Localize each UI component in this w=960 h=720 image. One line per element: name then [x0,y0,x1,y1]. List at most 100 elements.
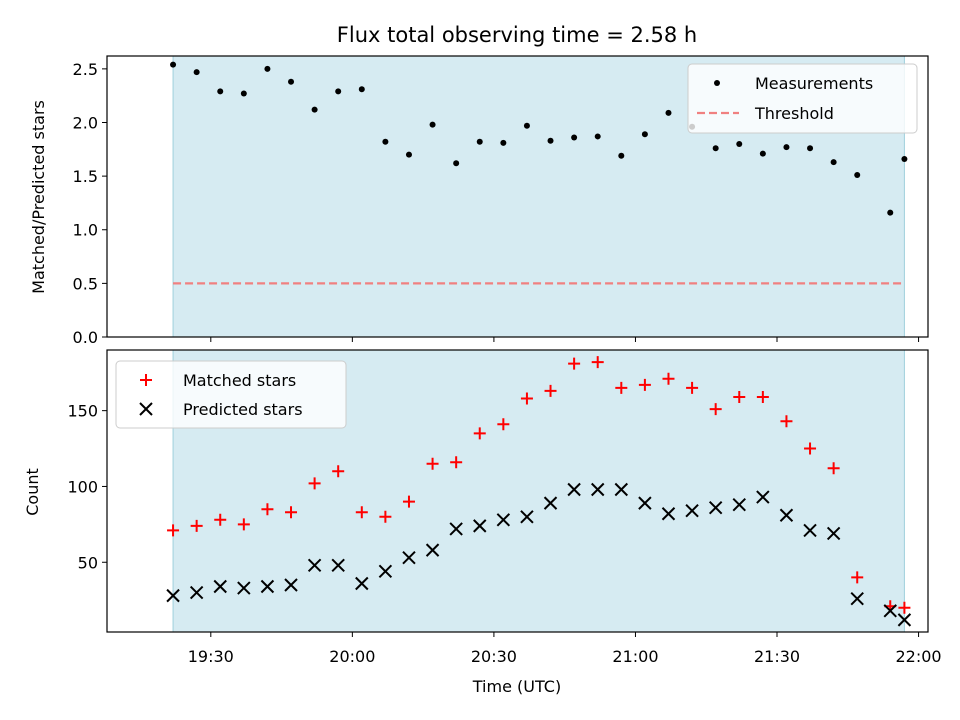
matched-star-point [568,357,581,370]
top-y-tick-label: 1.0 [73,221,98,240]
x-tick-label: 20:00 [329,647,375,666]
predicted-star-point [331,558,345,572]
x-tick-label: 21:30 [754,647,800,666]
bottom-y-tick-label: 150 [67,402,98,421]
predicted-star-point [496,513,511,527]
top-y-tick-label: 2.0 [73,113,98,132]
measurement-point [170,61,177,68]
matched-star-point [237,518,250,531]
predicted-star-point [378,564,393,579]
measurement-point [240,90,247,97]
top-panel: Matched/Predicted stars 0.0 0.5 1.0 1.5 2.0 2… [29,55,929,347]
legend-threshold-label: Threshold [754,104,834,123]
predicted-star-point [213,579,227,594]
measurement-point [382,138,389,145]
measurement-point [887,209,894,216]
measurement-point [854,172,861,179]
predicted-star-point [638,496,652,510]
predicted-star-point [355,576,369,591]
predicted-star-point [425,543,440,557]
measurement-point [288,78,295,85]
predicted-star-point [591,482,605,497]
measurement-point [335,88,342,95]
top-y-axis-label: Matched/Predicted stars [29,100,48,294]
measurement-point [500,139,507,146]
legend-predicted-marker [139,402,153,416]
matched-star-point [804,442,817,455]
bottom-legend: Matched stars Predicted stars [115,360,347,429]
predicted-star-point [166,588,180,603]
predicted-star-point [449,522,463,536]
legend-matched-label: Matched stars [183,371,296,390]
top-y-tick-label: 0.5 [73,274,98,293]
predicted-star-point [284,578,298,592]
measurement-point [429,121,436,128]
predicted-star-point [543,496,558,510]
bottom-legend-box [115,360,347,429]
predicted-star-point [779,508,794,522]
predicted-star-point [307,558,322,572]
matched-star-point [851,571,864,584]
top-plot-frame [106,55,929,338]
predicted-star-point [189,585,204,600]
predicted-star-point [260,579,275,594]
x-tick-label: 21:00 [612,647,658,666]
measurement-point [618,152,625,159]
matched-star-point [285,506,298,519]
measurement-point [476,138,483,145]
matched-star-point [638,378,651,391]
matched-star-point [379,510,392,523]
measurement-point [405,151,412,158]
matched-star-point [827,462,840,475]
predicted-star-point [850,591,864,606]
predicted-star-point [756,490,770,504]
predicted-star-point [708,500,723,515]
predicted-star-point [567,482,581,497]
matched-star-point [780,415,793,428]
bottom-panel: Count Time (UTC) 19:30 20:00 20:30 21:00 21:… [23,349,942,696]
matched-star-point [733,391,746,403]
predicted-star-point [520,510,534,524]
predicted-star-point [883,604,897,618]
bottom-plot-frame [106,349,929,633]
top-y-tick-label: 1.5 [73,167,98,186]
measurement-point [523,122,530,129]
legend-matched-marker [140,374,152,386]
top-legend: Measurements Threshold [687,63,918,134]
x-tick-label: 22:00 [896,647,942,666]
matched-star-point [426,457,439,470]
matched-star-point [709,403,722,416]
predicted-star-point [614,482,629,497]
bottom-y-tick-label: 100 [67,477,98,496]
measurement-point [712,145,719,152]
predicted-star-point [685,504,699,518]
measurement-point [311,106,318,113]
top-y-tick-label: 2.5 [73,60,98,79]
matched-star-point [497,418,510,431]
measurement-point [736,140,743,147]
measurement-point [807,145,814,152]
matched-star-point [450,456,463,469]
x-tick-label: 20:30 [471,647,517,666]
matched-star-point [355,506,368,519]
measurement-point [901,155,908,162]
bottom-y-tick-label: 50 [78,553,98,572]
measurement-point [665,109,672,116]
matched-star-point [190,519,203,532]
matched-star-point [332,465,345,478]
bottom-y-axis-label: Count [23,468,42,516]
matched-star-point [591,356,604,369]
x-tick-label: 19:30 [188,647,234,666]
predicted-star-point [473,519,487,533]
top-y-tick-label: 0.0 [73,328,98,347]
matched-star-point [261,503,274,516]
matched-star-point [308,477,321,490]
matched-star-point [756,391,769,403]
predicted-star-point [732,497,746,512]
measurement-point [571,134,578,141]
measurement-point [193,69,200,76]
matched-star-point [402,495,415,508]
measurement-point [783,144,790,151]
measurement-point [217,88,224,95]
